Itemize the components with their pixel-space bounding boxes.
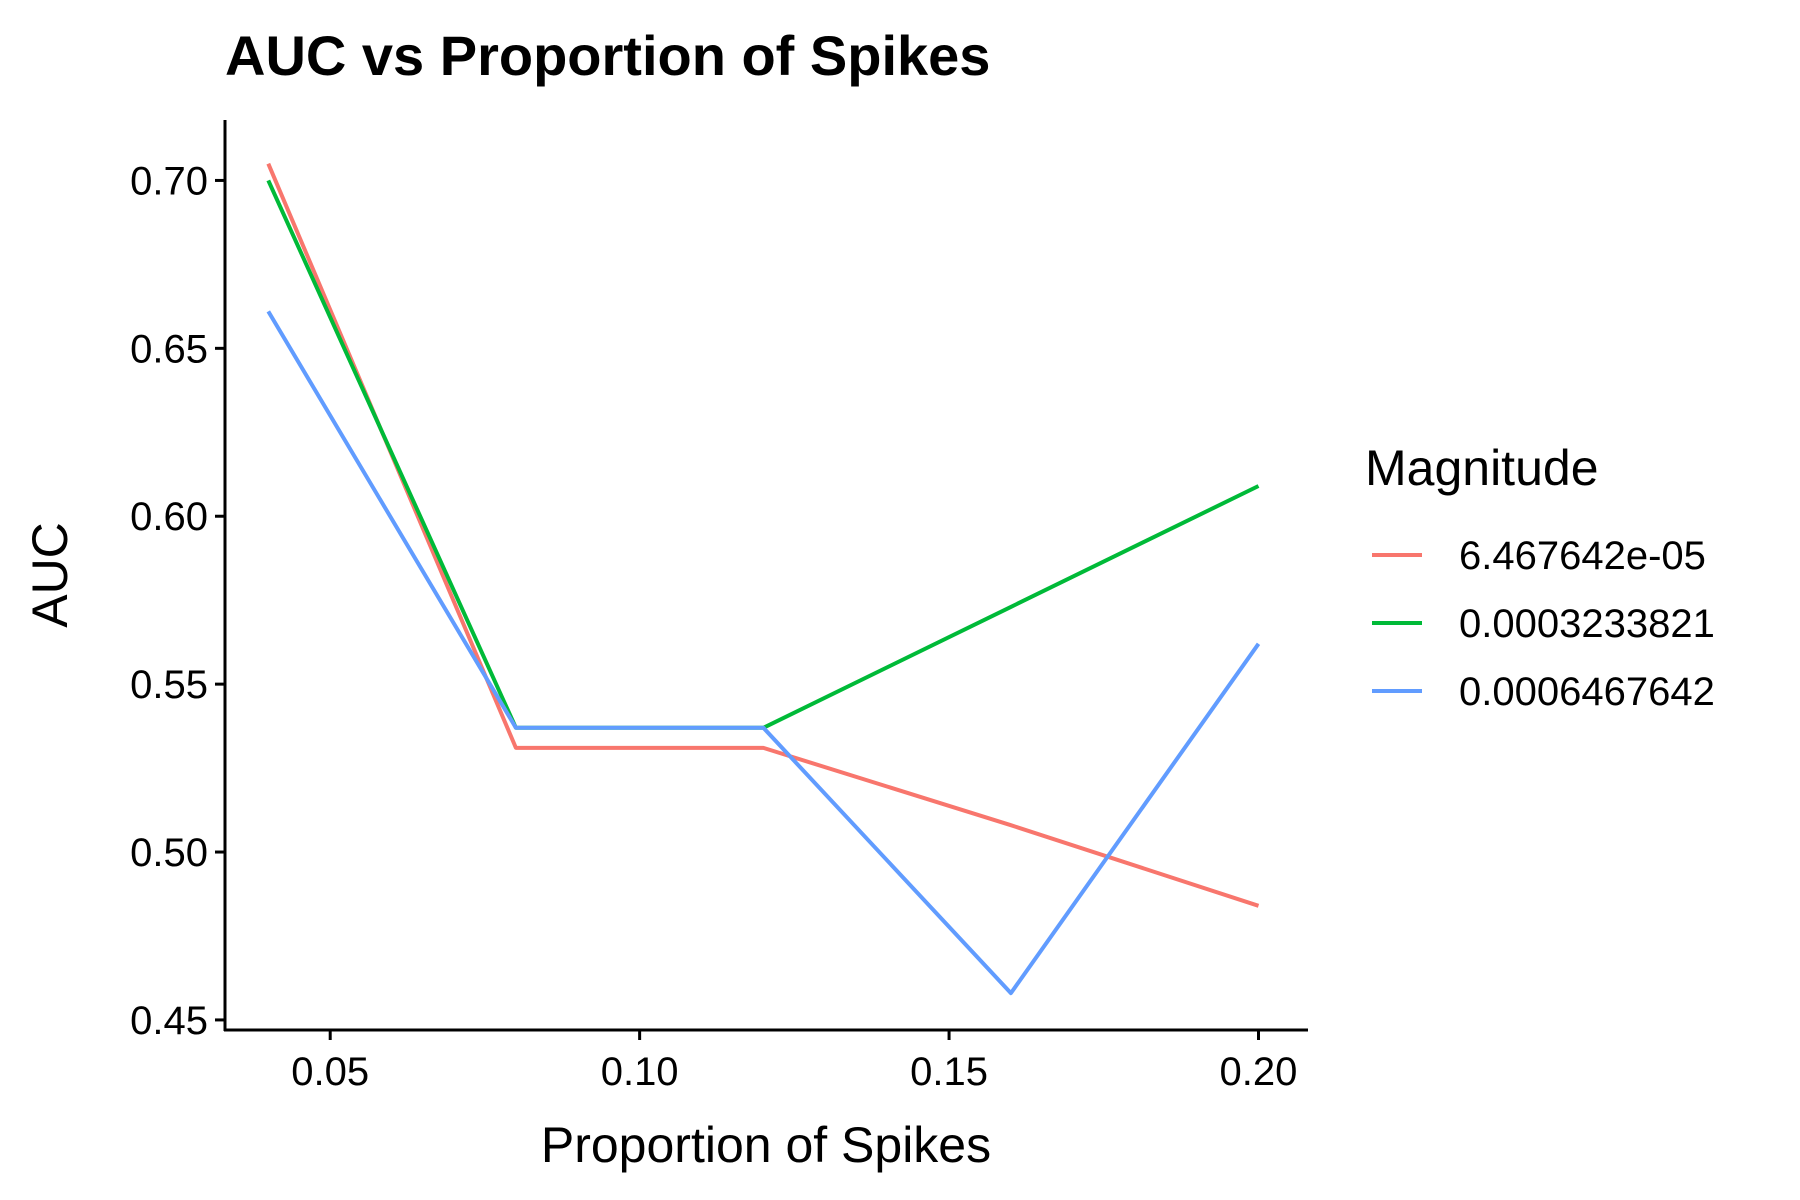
axes <box>223 120 1308 1032</box>
series-line-2 <box>266 179 1260 730</box>
legend-items: 6.467642e-05 0.0003233821 0.0006467642 <box>1372 534 1715 714</box>
x-ticks: 0.05 0.10 0.15 0.20 <box>291 1030 1297 1094</box>
series-line-3 <box>266 310 1261 996</box>
y-tick-label: 0.55 <box>130 663 208 707</box>
y-axis-title: AUC <box>22 522 78 628</box>
y-ticks: 0.45 0.50 0.55 0.60 0.65 0.70 <box>130 159 225 1043</box>
x-tick-label: 0.10 <box>601 1050 679 1094</box>
legend-label-2: 0.0003233821 <box>1459 602 1715 646</box>
x-axis-title: Proportion of Spikes <box>541 1117 991 1173</box>
legend-label-3: 0.0006467642 <box>1459 670 1715 714</box>
y-tick-label: 0.45 <box>130 999 208 1043</box>
legend-title: Magnitude <box>1365 440 1599 496</box>
legend-label-1: 6.467642e-05 <box>1459 534 1706 578</box>
x-tick-label: 0.15 <box>910 1050 988 1094</box>
y-tick-label: 0.60 <box>130 495 208 539</box>
y-tick-label: 0.50 <box>130 831 208 875</box>
y-tick-label: 0.70 <box>130 159 208 203</box>
series-layer <box>266 162 1261 996</box>
legend: Magnitude 6.467642e-05 0.0003233821 0.0006… <box>1365 440 1715 714</box>
chart-title: AUC vs Proportion of Spikes <box>225 24 990 87</box>
y-tick-label: 0.65 <box>130 327 208 371</box>
x-tick-label: 0.05 <box>291 1050 369 1094</box>
series-line-1 <box>266 162 1260 908</box>
x-tick-label: 0.20 <box>1220 1050 1298 1094</box>
